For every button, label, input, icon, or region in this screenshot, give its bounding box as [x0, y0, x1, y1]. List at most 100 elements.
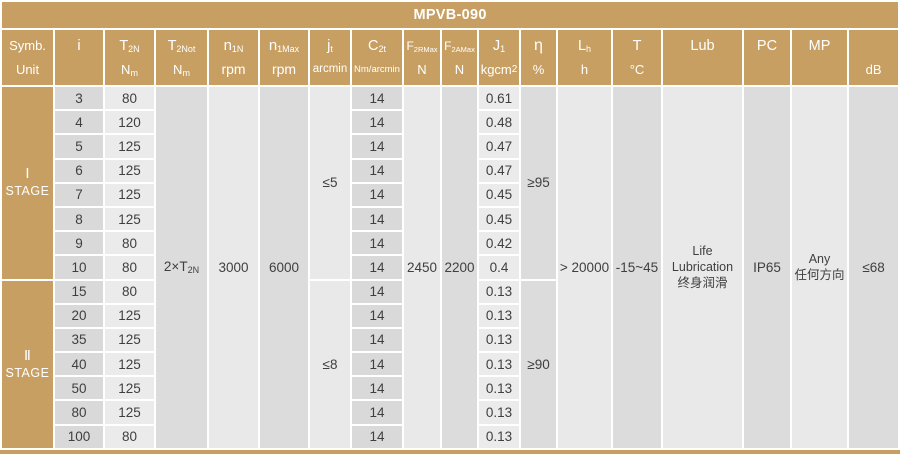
- unit-base: %: [532, 62, 545, 77]
- stiffness-value-cell: 14: [352, 353, 402, 376]
- lubrication-line: Lubrication: [671, 260, 734, 275]
- unit-base: rpm: [271, 61, 297, 77]
- symbol-base: n: [268, 37, 278, 54]
- ratio-value-cell: 100: [55, 425, 103, 448]
- column-symbol: Lub: [663, 30, 742, 58]
- inertia-value-cell: 0.13: [479, 304, 519, 327]
- torque-value-cell: 125: [105, 183, 154, 206]
- symbol-subscript: 1: [500, 44, 506, 54]
- torque-value-cell: 80: [105, 280, 154, 303]
- radial-force-value-cell: 2450: [404, 87, 440, 448]
- t2not-value-cell: 2×T2N: [156, 87, 207, 448]
- ratio-value-cell: 35: [55, 328, 103, 352]
- ratio-value-cell: 15: [55, 280, 103, 303]
- column-symbol: Lh: [558, 30, 611, 58]
- stage-word: STAGE: [5, 184, 50, 199]
- column-header-i: i: [55, 30, 103, 85]
- column-unit: h: [558, 58, 611, 85]
- column-symbol: T2Not: [156, 30, 207, 58]
- stage-numeral: Ⅱ: [24, 348, 31, 364]
- unit-base: °C: [629, 62, 645, 77]
- column-unit: [55, 58, 103, 85]
- column-symbol: [849, 30, 898, 58]
- column-unit: arcmin: [310, 58, 350, 85]
- symbol-base: η: [534, 37, 543, 54]
- axial-force-value-cell: 2200: [442, 87, 477, 448]
- inertia-value-cell: 0.13: [479, 401, 519, 424]
- column-header-pc: PC: [744, 30, 790, 85]
- symbol-subscript: 2N: [128, 44, 140, 54]
- table-row: 100 80 14 0.13: [2, 425, 898, 448]
- ratio-value-cell: 80: [55, 401, 103, 424]
- torque-value-cell: 125: [105, 353, 154, 376]
- inertia-value-cell: 0.61: [479, 87, 519, 110]
- symbol-base: PC: [756, 38, 778, 54]
- inertia-value-cell: 0.13: [479, 377, 519, 400]
- table-row: Ⅰ STAGE 3 80 2×T2N 3000 6000 ≤5 14 2450 2200 0.61 ≥9…: [2, 87, 899, 448]
- column-symbol: F2AMax: [442, 30, 477, 58]
- unit-base: N: [173, 62, 183, 77]
- symbol-base: F: [444, 39, 452, 53]
- table-row: 6 125 14 0.47: [2, 159, 898, 182]
- stiffness-value-cell: 14: [352, 280, 402, 303]
- table-title: MPVB-090: [2, 2, 899, 28]
- efficiency-value-cell: ≥95: [521, 87, 556, 279]
- protection-class-value-cell: IP65: [744, 87, 790, 448]
- torque-value-cell: 80: [105, 425, 154, 448]
- table-row: 40 125 14 0.13: [2, 353, 898, 376]
- ratio-value-cell: 10: [55, 256, 103, 279]
- unit-base: N: [121, 62, 131, 77]
- torque-value-cell: 80: [105, 232, 154, 255]
- symbol-base: T: [119, 38, 129, 54]
- column-header-n1max: n1Max rpm: [260, 30, 308, 85]
- ratio-value-cell: 8: [55, 207, 103, 231]
- table-row: 50 125 14 0.13: [2, 377, 898, 400]
- column-symbol: F2RMax: [404, 30, 440, 58]
- symbol-subscript: t: [330, 44, 333, 54]
- inertia-value-cell: 0.13: [479, 353, 519, 376]
- stiffness-value-cell: 14: [352, 111, 402, 134]
- t2not-base: 2×T: [163, 259, 188, 275]
- stage-word: STAGE: [5, 365, 50, 380]
- column-header-c2t: C2t Nm/arcmin: [352, 30, 402, 85]
- ratio-value-cell: 50: [55, 377, 103, 400]
- inertia-value-cell: 0.47: [479, 159, 519, 182]
- ratio-value-cell: 40: [55, 353, 103, 376]
- table-row: 10 80 14 0.4: [2, 256, 898, 279]
- mounting-position-value-cell: Any 任何方向: [792, 87, 847, 448]
- column-header-f2amax: F2AMax N: [442, 30, 477, 85]
- stiffness-value-cell: 14: [352, 425, 402, 448]
- column-unit: °C: [613, 58, 661, 85]
- inertia-value-cell: 0.42: [479, 232, 519, 255]
- symbol-base: j: [327, 38, 331, 54]
- symbol-base: T: [632, 38, 642, 54]
- stiffness-value-cell: 14: [352, 377, 402, 400]
- unit-base: h: [580, 62, 589, 77]
- table-row: 20 125 14 0.13: [2, 304, 898, 327]
- column-header-lub: Lub: [663, 30, 742, 85]
- column-unit: [792, 58, 847, 85]
- header-row: Symb. Unit i T2N Nm T2Not Nm n1N rpm n1Max rpm jt ar…: [2, 30, 899, 85]
- symbol-base: C: [368, 38, 379, 54]
- table-row: 5 125 14 0.47: [2, 135, 898, 158]
- column-header-db: dB: [849, 30, 899, 85]
- lubrication-line: Life: [692, 244, 713, 259]
- torque-value-cell: 80: [105, 256, 154, 279]
- stiffness-value-cell: 14: [352, 135, 402, 158]
- symbol-base: i: [77, 38, 81, 54]
- t2not-subscript: 2N: [187, 265, 200, 276]
- symbol-base: Symb.: [9, 38, 46, 53]
- torque-value-cell: 125: [105, 401, 154, 424]
- torque-value-cell: 125: [105, 207, 154, 231]
- column-header-t2not: T2Not Nm: [156, 30, 207, 85]
- table-row: 80 125 14 0.13: [2, 401, 898, 424]
- column-unit: rpm: [209, 58, 258, 85]
- column-header-jt: jt arcmin: [310, 30, 350, 85]
- stiffness-value-cell: 14: [352, 232, 402, 255]
- symbol-base: J: [492, 38, 501, 54]
- column-header-t: T °C: [613, 30, 661, 85]
- column-symbol: Symb.: [2, 30, 53, 58]
- unit-base: arcmin: [312, 63, 348, 75]
- torque-value-cell: 125: [105, 159, 154, 182]
- column-header-n1n: n1N rpm: [209, 30, 258, 85]
